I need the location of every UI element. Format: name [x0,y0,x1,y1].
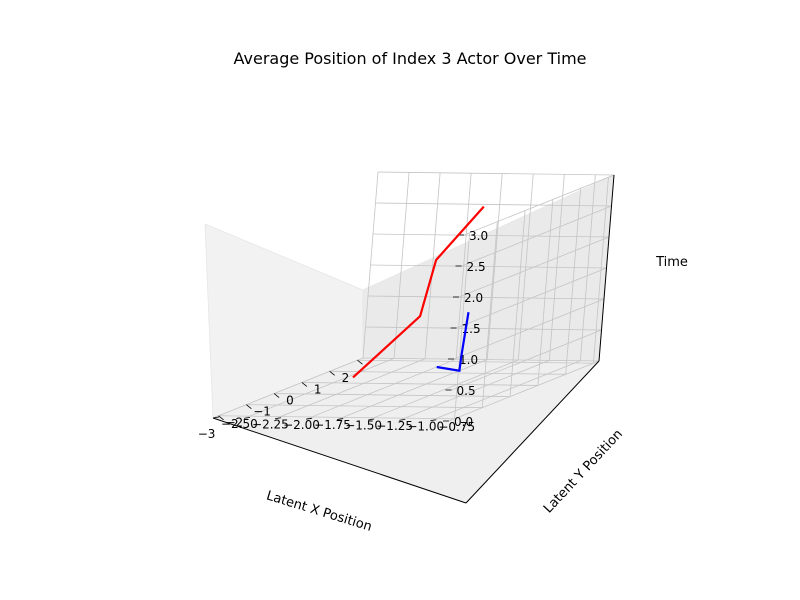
y-gridline [306,358,457,420]
z-axis-label: Time [655,255,688,270]
z-gridline [461,205,612,267]
y-tick-mark [399,418,406,421]
x-axis-line [212,417,467,504]
x-tick-mark [246,404,252,409]
z-tick-label: 3.0 [469,229,488,243]
z-gridline [451,329,602,391]
x-tick-label: −2 [225,416,243,430]
z-gridline [365,326,602,331]
x-tick-label: 0 [286,393,294,407]
y-tick-mark [275,417,282,420]
y-tick-label: −1.25 [376,419,413,433]
y-tick-mark [430,419,437,422]
y-gridline [212,357,364,419]
ticks: −3−2−1012−2.50−2.25−2.00−1.75−1.50−1.25−… [198,229,488,441]
z-gridline [453,298,605,360]
x-gridline [329,370,566,375]
y-tick-label: −1.00 [407,419,444,433]
y-tick-label: −2.50 [221,417,258,431]
z-gridline [456,267,607,329]
y-tick-label: −1.50 [345,419,382,433]
x-gridline [218,415,455,420]
x-tick-mark [218,415,224,421]
x-tick-mark [357,359,363,365]
y-tick-mark [337,418,344,420]
z-gridline [370,264,607,269]
y-gridline [274,358,426,420]
x-gridline [301,382,538,386]
y-gridline [243,358,395,419]
chart-title: Average Position of Index 3 Actor Over T… [234,49,587,68]
series-line [352,205,485,379]
z-axis-line [598,174,615,362]
y-gridline [430,360,581,422]
x-tick-mark [329,371,335,376]
z-gridline [375,202,612,207]
x-gridline [274,393,511,397]
z-tick-label: 0.0 [454,415,473,429]
y-gridline [399,359,550,421]
z-gridline [463,174,615,236]
z-tick-label: 0.5 [457,384,476,398]
z-gridline [372,233,610,238]
y-tick-label: −0.75 [438,420,475,434]
y-tick-mark [212,416,220,419]
z-gridline [448,360,600,422]
x-tick-mark [301,382,308,387]
z-gridline [377,171,615,176]
y-tick-label: −2.25 [252,417,289,431]
z-gridline [458,236,610,298]
y-tick-mark [306,417,313,420]
y-tick-label: −2.00 [283,418,320,432]
series-lines [352,205,485,379]
y-tick-mark [368,418,375,421]
z-tick-label: 2.5 [467,260,486,274]
z-gridline [367,295,605,300]
grid-lines [212,171,615,422]
y-gridline [368,359,519,421]
z-gridline [362,357,600,362]
x-tick-label: −1 [253,405,271,419]
x-tick-label: −3 [198,427,216,441]
x-gridline [246,404,483,409]
z-tick-label: 1.0 [459,353,478,367]
z-tick-label: 2.0 [464,291,483,305]
x-gridline [357,359,594,364]
y-tick-mark [243,417,251,419]
series-line [436,312,470,372]
x-tick-label: 1 [314,382,322,396]
x-tick-label: 2 [342,371,350,385]
y-axis-line [465,360,600,504]
y-tick-label: −1.75 [314,418,351,432]
y-gridline [337,359,488,420]
x-tick-mark [273,393,280,398]
